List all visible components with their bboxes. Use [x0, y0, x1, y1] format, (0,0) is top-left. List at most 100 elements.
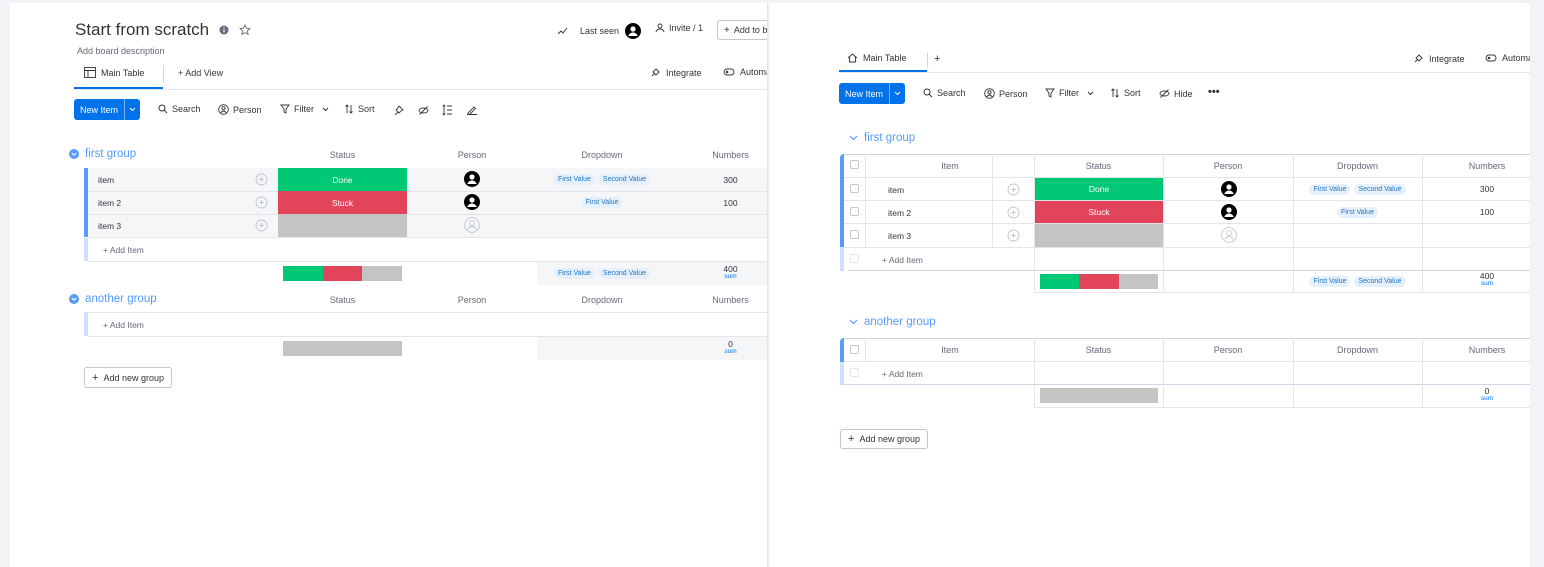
- row-checkbox[interactable]: [850, 230, 859, 239]
- new-item-button[interactable]: New Item: [839, 83, 906, 104]
- dropdown-cell[interactable]: First Value: [537, 191, 667, 214]
- add-update-icon[interactable]: [1007, 229, 1020, 242]
- group-header-first-group[interactable]: first group: [69, 148, 136, 160]
- row-checkbox[interactable]: [850, 207, 859, 216]
- dropdown-cell[interactable]: First Value Second Value: [1293, 178, 1422, 200]
- hide-icon[interactable]: [418, 105, 429, 116]
- chevron-down-icon[interactable]: [889, 83, 905, 104]
- column-header-item[interactable]: Item: [941, 161, 959, 171]
- column-header-numbers[interactable]: Numbers: [1468, 345, 1506, 355]
- sort-button[interactable]: Sort: [344, 104, 375, 114]
- status-cell[interactable]: [278, 214, 407, 237]
- column-header-person[interactable]: Person: [457, 150, 487, 160]
- select-all-checkbox[interactable]: [850, 160, 859, 169]
- integrate-button[interactable]: Integrate: [1413, 53, 1465, 64]
- collapse-group-icon[interactable]: [69, 149, 79, 159]
- add-update-icon[interactable]: [255, 219, 268, 232]
- new-item-button[interactable]: New Item: [74, 99, 141, 120]
- paint-icon[interactable]: [466, 104, 478, 115]
- status-summary-bar[interactable]: [1040, 274, 1158, 289]
- group-title[interactable]: another group: [85, 293, 157, 305]
- add-view-button[interactable]: +: [934, 53, 941, 65]
- add-item-input[interactable]: + Add Item: [103, 319, 144, 330]
- avatar-icon[interactable]: [1221, 181, 1237, 197]
- add-to-board-button[interactable]: + Add to b: [717, 20, 767, 40]
- numbers-cell[interactable]: 300: [1479, 184, 1495, 194]
- column-header-status[interactable]: Status: [1085, 161, 1112, 171]
- select-all-checkbox[interactable]: [850, 345, 859, 354]
- dropdown-cell[interactable]: First Value: [1293, 201, 1422, 223]
- group-title[interactable]: first group: [85, 148, 137, 160]
- status-summary-bar[interactable]: [1040, 388, 1158, 403]
- add-item-input[interactable]: + Add Item: [882, 254, 923, 265]
- status-cell[interactable]: Stuck: [278, 191, 407, 214]
- column-header-numbers[interactable]: Numbers: [712, 295, 749, 305]
- add-new-group-button[interactable]: + Add new group: [84, 367, 172, 388]
- pin-icon[interactable]: [393, 105, 404, 116]
- status-summary-bar[interactable]: [283, 266, 402, 281]
- filter-button[interactable]: Filter: [1045, 88, 1094, 98]
- column-header-dropdown[interactable]: Dropdown: [581, 150, 623, 160]
- add-update-icon[interactable]: [1007, 183, 1020, 196]
- empty-avatar-icon[interactable]: [464, 217, 480, 233]
- group-header-first-group[interactable]: first group: [849, 132, 915, 144]
- dropdown-cell[interactable]: First Value Second Value: [537, 168, 667, 191]
- person-filter-button[interactable]: Person: [218, 104, 262, 115]
- filter-chevron-icon[interactable]: [1087, 91, 1094, 96]
- status-cell[interactable]: Stuck: [1035, 201, 1163, 223]
- status-cell[interactable]: Done: [1035, 178, 1163, 200]
- add-new-group-button[interactable]: + Add new group: [840, 429, 928, 449]
- item-name-cell[interactable]: item: [888, 184, 905, 195]
- numbers-cell[interactable]: 100: [1479, 207, 1495, 217]
- column-header-dropdown[interactable]: Dropdown: [1336, 161, 1379, 171]
- tab-main-table[interactable]: Main Table: [847, 53, 906, 63]
- item-name-cell[interactable]: item: [98, 175, 115, 185]
- add-update-icon[interactable]: [1007, 206, 1020, 219]
- group-title[interactable]: another group: [864, 316, 936, 328]
- column-header-status[interactable]: Status: [329, 295, 356, 305]
- column-header-numbers[interactable]: Numbers: [1468, 161, 1506, 171]
- add-item-input[interactable]: + Add Item: [882, 368, 923, 379]
- column-header-status[interactable]: Status: [329, 150, 356, 160]
- chevron-down-icon[interactable]: [124, 99, 140, 120]
- chevron-down-icon[interactable]: [849, 135, 858, 141]
- group-header-another-group[interactable]: another group: [849, 316, 936, 328]
- board-description[interactable]: Add board description: [77, 46, 165, 56]
- item-name-cell[interactable]: item 3: [98, 221, 122, 231]
- search-button[interactable]: Search: [158, 104, 201, 114]
- chevron-down-icon[interactable]: [849, 319, 858, 325]
- status-summary-bar[interactable]: [283, 341, 402, 356]
- automate-button[interactable]: Automa: [723, 67, 767, 77]
- avatar-icon[interactable]: [464, 171, 480, 187]
- numbers-cell[interactable]: 300: [723, 174, 738, 185]
- avatar-icon[interactable]: [464, 194, 480, 210]
- star-icon[interactable]: [239, 24, 252, 36]
- avatar-icon[interactable]: [1221, 204, 1237, 220]
- numbers-cell[interactable]: 100: [723, 197, 738, 208]
- column-header-person[interactable]: Person: [1213, 345, 1243, 355]
- item-name-cell[interactable]: item 2: [888, 207, 912, 218]
- row-height-icon[interactable]: [442, 104, 453, 116]
- add-update-icon[interactable]: [255, 196, 268, 209]
- row-checkbox[interactable]: [850, 184, 859, 193]
- add-view-button[interactable]: + Add View: [178, 68, 224, 78]
- column-header-dropdown[interactable]: Dropdown: [581, 295, 623, 305]
- collapse-group-icon[interactable]: [69, 294, 79, 304]
- item-name-cell[interactable]: item 3: [888, 230, 912, 241]
- column-header-person[interactable]: Person: [1213, 161, 1243, 171]
- status-cell[interactable]: Done: [278, 168, 407, 191]
- last-seen[interactable]: Last seen: [557, 23, 642, 39]
- filter-button[interactable]: Filter: [280, 104, 329, 114]
- sort-button[interactable]: Sort: [1110, 88, 1141, 98]
- add-update-icon[interactable]: [255, 173, 268, 186]
- tab-main-table[interactable]: Main Table: [84, 67, 144, 78]
- group-header-another-group[interactable]: another group: [69, 293, 157, 305]
- column-header-person[interactable]: Person: [457, 295, 487, 305]
- automate-button[interactable]: Automa: [1485, 53, 1530, 63]
- invite-button[interactable]: Invite / 1: [655, 23, 703, 33]
- add-item-input[interactable]: + Add Item: [103, 244, 144, 255]
- person-filter-button[interactable]: Person: [984, 88, 1028, 99]
- info-icon[interactable]: [219, 25, 229, 35]
- empty-avatar-icon[interactable]: [1221, 227, 1237, 243]
- status-cell[interactable]: [1035, 224, 1163, 247]
